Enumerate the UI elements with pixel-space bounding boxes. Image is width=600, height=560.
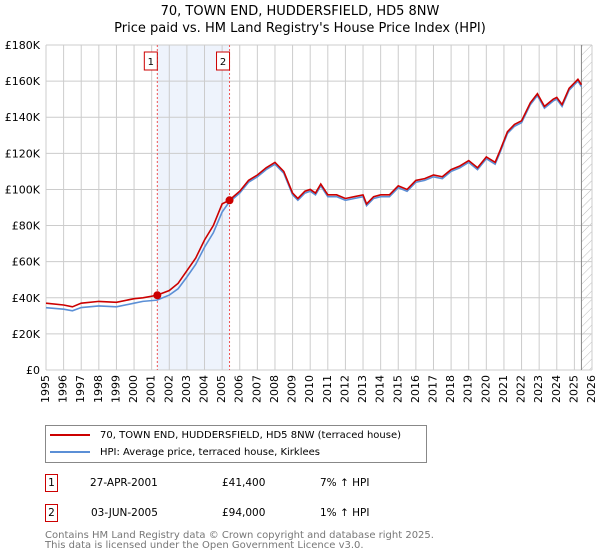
x-tick-label: 2016 [409, 375, 422, 403]
x-tick-label: 2015 [391, 375, 404, 403]
transaction-hpi: 1% ↑ HPI [320, 507, 370, 519]
x-tick-label: 1999 [109, 375, 122, 403]
sale-point [153, 291, 162, 300]
legend-item-hpi: HPI: Average price, terraced house, Kirk… [50, 444, 320, 460]
x-tick-label: 2013 [356, 375, 369, 403]
x-tick-label: 2000 [127, 375, 140, 403]
x-tick-label: 2005 [215, 375, 228, 403]
transaction-badge: 1 [45, 474, 58, 492]
y-tick-label: £20K [12, 328, 41, 341]
x-tick-label: 2006 [233, 375, 246, 403]
x-tick-label: 2021 [497, 375, 510, 403]
x-tick-label: 2011 [321, 375, 334, 403]
x-tick-label: 1995 [39, 375, 52, 403]
footer-line-1: Contains HM Land Registry data © Crown c… [45, 530, 434, 541]
transaction-date: 03-JUN-2005 [91, 507, 158, 519]
transaction-date: 27-APR-2001 [90, 477, 158, 489]
chart-subtitle: Price paid vs. HM Land Registry's House … [114, 21, 486, 36]
transaction-hpi: 7% ↑ HPI [320, 477, 370, 489]
legend-blue-line-icon [50, 451, 90, 453]
x-tick-label: 2007 [250, 375, 263, 403]
hpi-line [45, 79, 583, 312]
sale-badge [216, 51, 231, 71]
transaction-row: 2 03-JUN-2005 £94,000 1% ↑ HPI [45, 503, 369, 523]
x-tick-label: 2008 [268, 375, 281, 403]
x-tick-label: 2020 [479, 375, 492, 403]
x-tick-label: 2017 [426, 375, 439, 403]
x-tick-label: 2010 [303, 375, 316, 403]
y-tick-label: £80K [12, 220, 41, 233]
legend: 70, TOWN END, HUDDERSFIELD, HD5 8NW (ter… [45, 425, 427, 463]
x-tick-label: 1997 [74, 375, 87, 403]
y-tick-label: £180K [5, 39, 41, 52]
x-tick-label: 2003 [180, 375, 193, 403]
x-tick-label: 2004 [198, 375, 211, 403]
legend-label-property: 70, TOWN END, HUDDERSFIELD, HD5 8NW (ter… [100, 429, 402, 441]
y-tick-label: £0 [26, 364, 40, 377]
footer-line-2: This data is licensed under the Open Gov… [45, 540, 364, 551]
y-tick-label: £100K [5, 183, 41, 196]
x-tick-label: 2012 [338, 375, 351, 403]
sale-badge [143, 51, 158, 71]
transaction-price: £94,000 [222, 507, 266, 519]
x-tick-label: 2018 [444, 375, 457, 403]
sale-badge-label: 2 [220, 57, 226, 68]
legend-red-line-icon [50, 434, 90, 436]
transaction-price: £41,400 [222, 477, 266, 489]
legend-item-property: 70, TOWN END, HUDDERSFIELD, HD5 8NW (ter… [50, 427, 401, 443]
x-tick-label: 2019 [462, 375, 475, 403]
y-tick-label: £40K [12, 292, 41, 305]
footer: Contains HM Land Registry data © Crown c… [45, 531, 434, 551]
x-tick-label: 2023 [532, 375, 545, 403]
y-tick-label: £160K [5, 75, 41, 88]
x-tick-label: 2022 [515, 375, 528, 403]
x-tick-label: 2014 [374, 375, 387, 403]
x-tick-label: 2002 [162, 375, 175, 403]
legend-label-hpi: HPI: Average price, terraced house, Kirk… [100, 446, 321, 458]
plot-area: 1995 1996 1997 1998 1999 2000 2001 2002 2003 2004… [5, 39, 598, 403]
transaction-row: 1 27-APR-2001 £41,400 7% ↑ HPI [45, 473, 369, 493]
y-tick-label: £140K [5, 111, 41, 124]
sale-point [225, 196, 234, 205]
y-tick-label: £120K [5, 147, 41, 160]
x-tick-label: 2024 [550, 375, 563, 403]
property-price-line [45, 78, 583, 308]
transaction-badge: 2 [45, 504, 58, 522]
x-tick-label: 1998 [92, 375, 105, 403]
x-tick-label: 2026 [585, 375, 598, 403]
x-tick-label: 2009 [286, 375, 299, 403]
sale-period-shade [157, 45, 230, 370]
x-tick-label: 2025 [567, 375, 580, 403]
x-tick-label: 2001 [145, 375, 158, 403]
y-tick-label: £60K [12, 256, 41, 269]
sale-badge-label: 1 [148, 57, 154, 68]
x-tick-label: 1996 [57, 375, 70, 403]
chart-title: 70, TOWN END, HUDDERSFIELD, HD5 8NW [160, 4, 440, 19]
future-hatch-region [581, 45, 592, 370]
